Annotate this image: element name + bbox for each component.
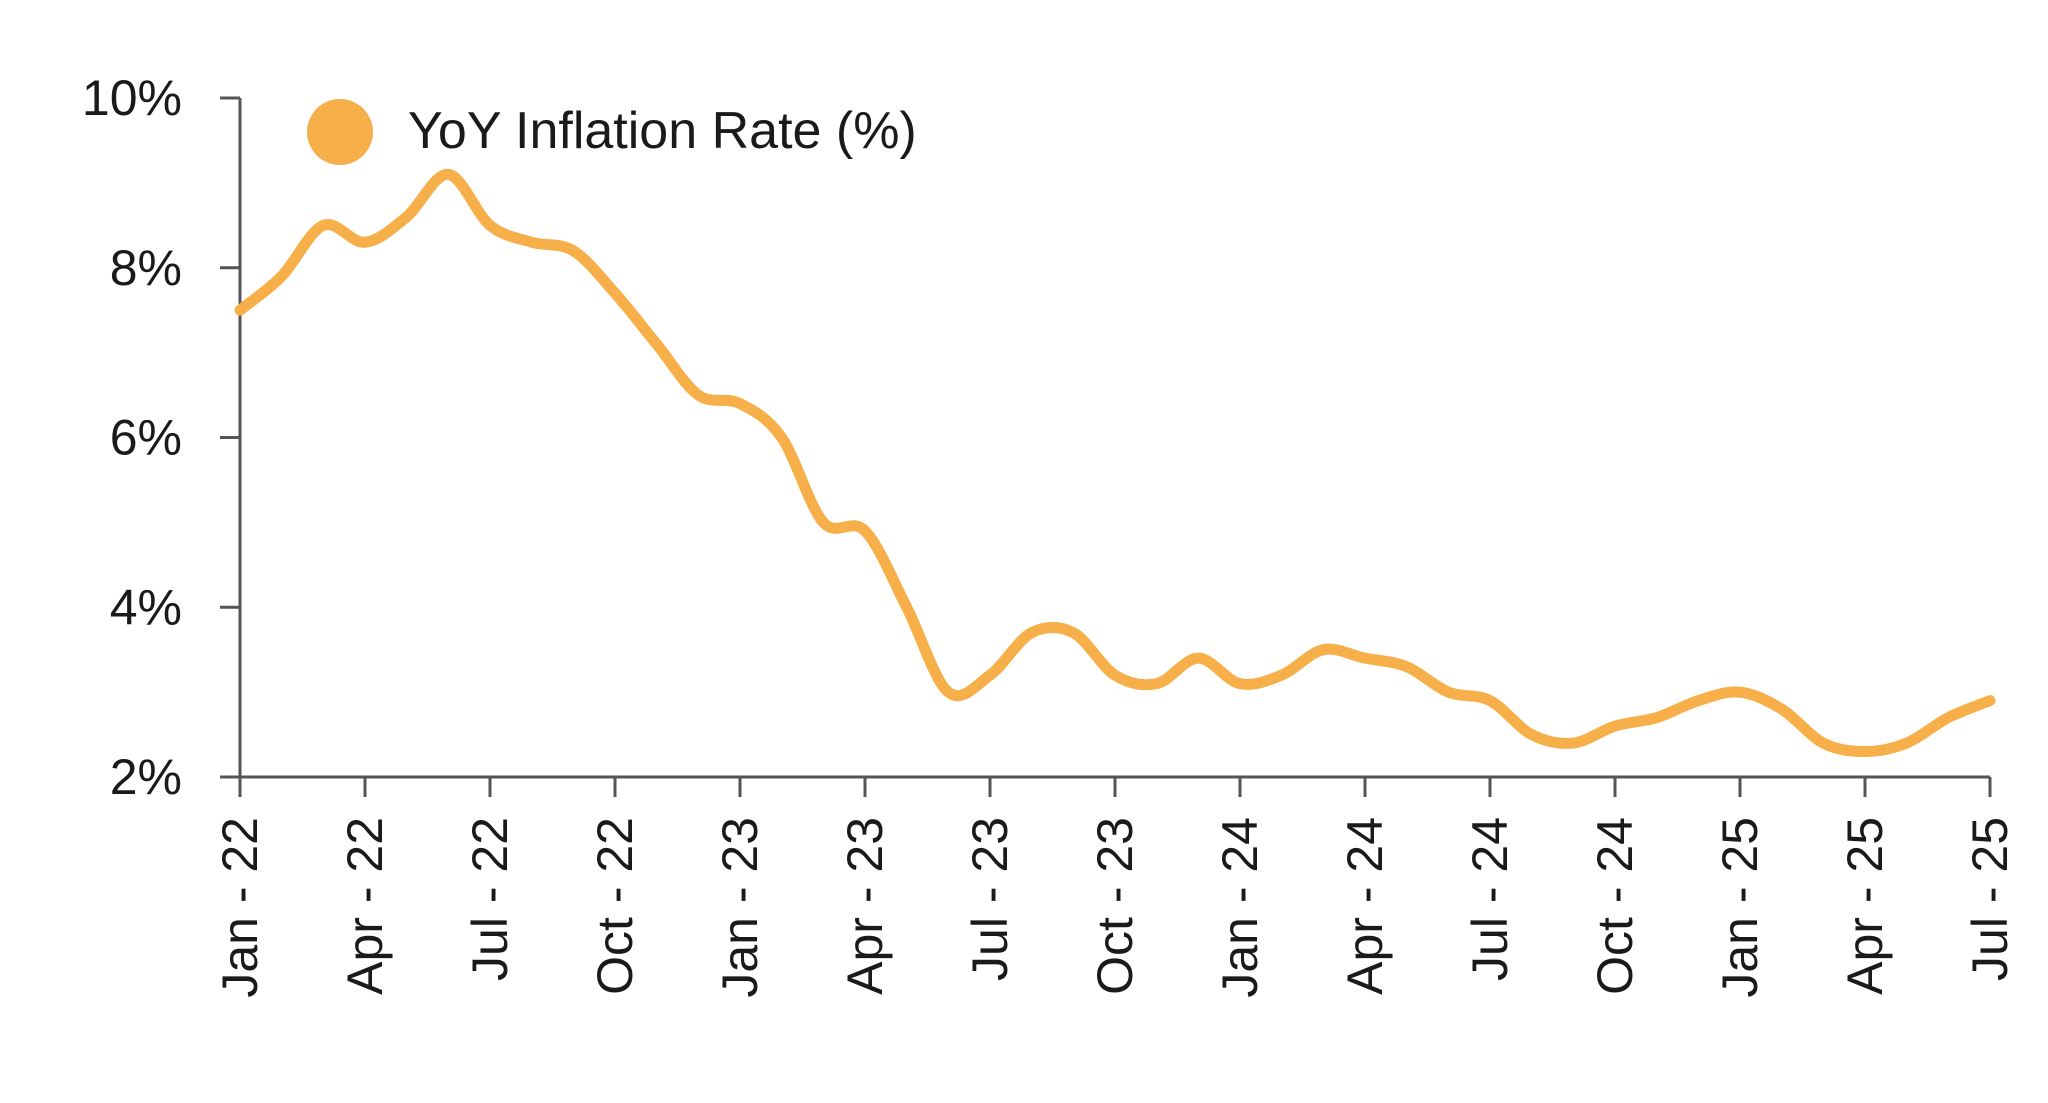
series-line [234,168,1996,758]
data-point [817,516,829,528]
y-tick-label: 8% [110,240,182,296]
data-point [1651,712,1663,724]
data-point [1359,652,1371,664]
data-point [234,304,246,316]
data-point [1317,644,1329,656]
legend: YoY Inflation Rate (%) [307,99,917,165]
data-point [1734,686,1746,698]
data-point [692,389,704,401]
data-point [484,219,496,231]
data-point [901,601,913,613]
data-point [526,236,538,248]
data-point [1942,712,1954,724]
x-tick-label: Apr - 24 [1337,817,1393,995]
data-point [1817,737,1829,749]
y-tick-label: 10% [82,70,182,126]
data-point [1026,627,1038,639]
data-point [776,432,788,444]
x-tick-label: Jul - 24 [1462,817,1518,981]
data-point [276,270,288,282]
data-point [1234,678,1246,690]
data-point [1776,703,1788,715]
series-layer [234,168,1996,758]
data-point [651,338,663,350]
x-tick-label: Apr - 25 [1837,817,1893,995]
data-point [317,219,329,231]
x-tick-label: Oct - 23 [1087,817,1143,995]
data-point [1859,746,1871,758]
data-point [1901,737,1913,749]
y-tick-label: 2% [110,749,182,805]
data-point [1609,720,1621,732]
data-point [401,211,413,223]
data-point [859,525,871,537]
data-point [567,245,579,257]
data-point [1984,695,1996,707]
x-tick-label: Jan - 25 [1712,817,1768,998]
y-tick-label: 6% [110,410,182,466]
x-tick-label: Jul - 22 [462,817,518,981]
data-point [1692,695,1704,707]
data-point [1192,652,1204,664]
data-point [734,398,746,410]
data-point [359,236,371,248]
data-point [442,168,454,180]
y-tick-label: 4% [110,579,182,635]
data-point [1067,627,1079,639]
x-tick-label: Jan - 24 [1212,817,1268,998]
data-point [1526,729,1538,741]
y-axis: 2% 4% 6% 8% 10% [82,70,242,805]
legend-marker [307,99,373,165]
data-point [1484,695,1496,707]
x-tick-label: Oct - 22 [587,817,643,995]
data-point [1151,678,1163,690]
data-point [1567,737,1579,749]
x-tick-label: Jul - 25 [1962,817,2018,981]
x-axis: Jan - 22 Apr - 22 Jul - 22 Oct - 22 Jan - 23… [212,775,2018,998]
legend-label: YoY Inflation Rate (%) [408,102,917,160]
data-point [942,686,954,698]
data-point [1109,669,1121,681]
data-point [1401,661,1413,673]
x-tick-label: Apr - 22 [337,817,393,995]
x-tick-label: Jan - 23 [712,817,768,998]
x-tick-label: Apr - 23 [837,817,893,995]
data-point [609,287,621,299]
x-tick-label: Oct - 24 [1587,817,1643,995]
data-point [1442,686,1454,698]
data-point [984,669,996,681]
x-tick-label: Jul - 23 [962,817,1018,981]
data-point [1276,669,1288,681]
x-tick-label: Jan - 22 [212,817,268,998]
